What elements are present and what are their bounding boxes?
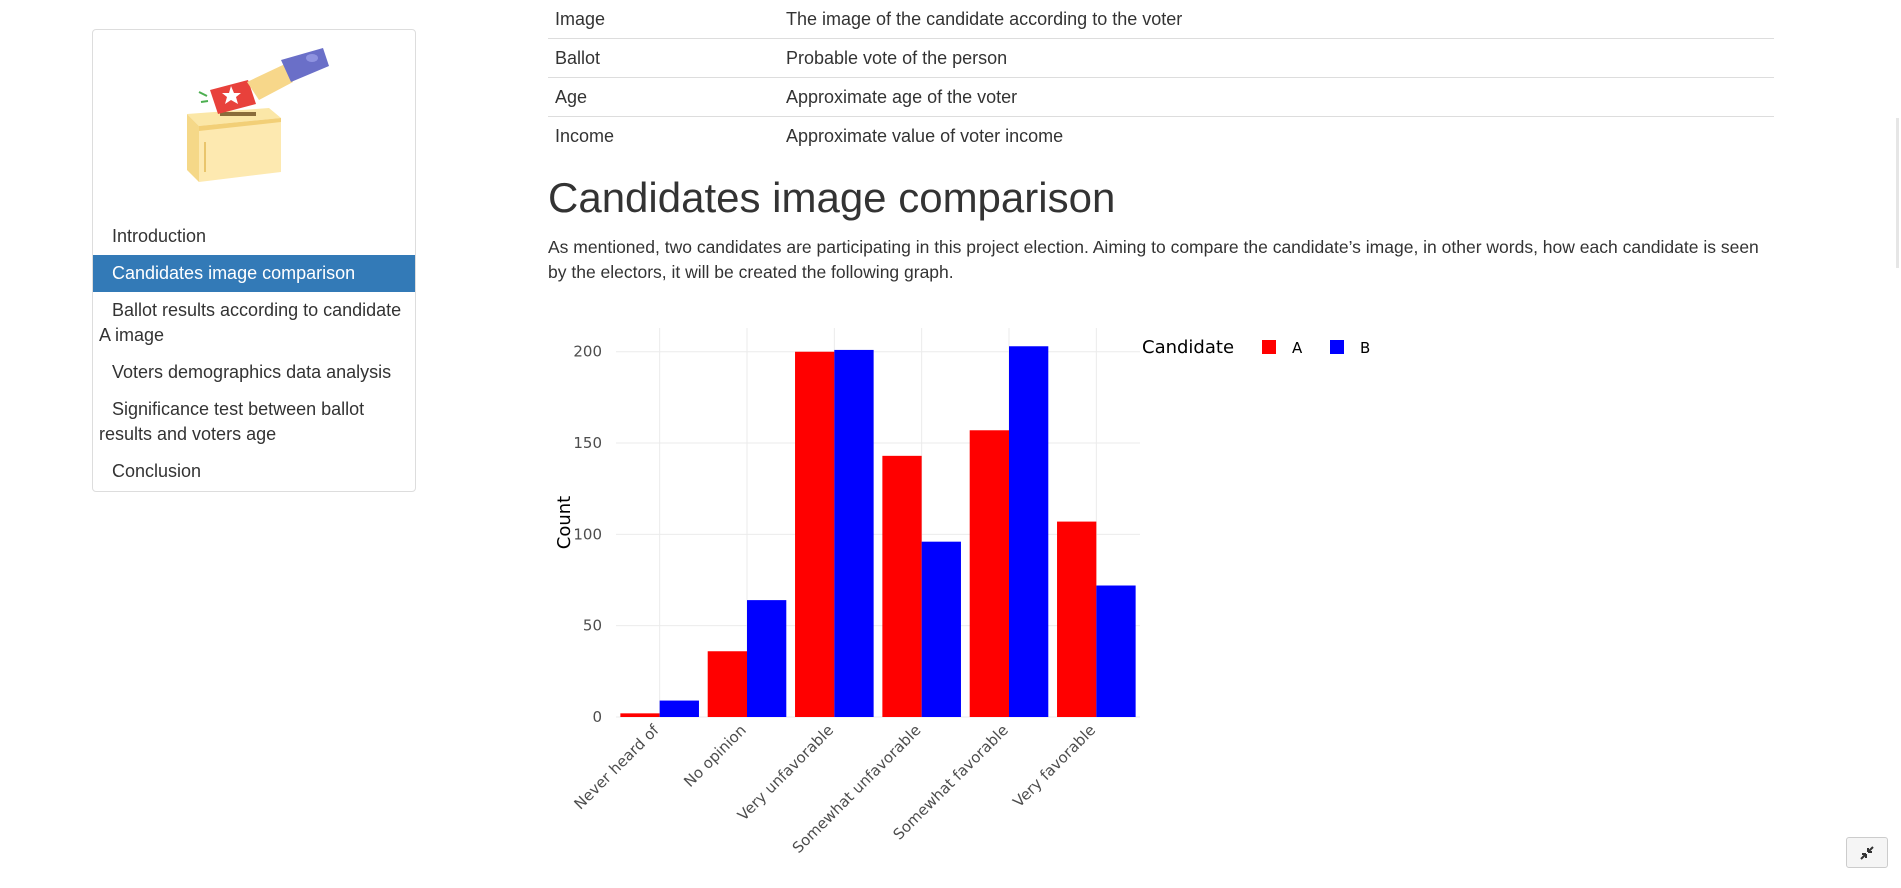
scrollbar-thumb[interactable] (1896, 118, 1899, 268)
toc-item-label: Voters demographics data analysis (112, 362, 392, 382)
toc-item-conclusion[interactable]: Conclusion (93, 453, 415, 490)
bar-a-5 (1057, 521, 1097, 717)
y-tick-label: 200 (573, 343, 602, 361)
variable-name: Age (548, 77, 779, 117)
y-tick-label: 0 (592, 708, 602, 726)
bar-a-1 (707, 651, 747, 717)
fullscreen-toggle-button[interactable] (1846, 837, 1888, 868)
variable-description: Probable vote of the person (779, 38, 1774, 78)
toc-item-label: Conclusion (112, 461, 202, 481)
legend-label: B (1360, 339, 1370, 357)
bar-b-4 (1009, 346, 1049, 717)
bar-a-2 (795, 351, 835, 717)
variable-name: Income (548, 116, 779, 155)
x-tick-label: No opinion (680, 721, 750, 791)
y-tick-label: 150 (573, 434, 602, 452)
toc-item-label: Significance test between ballot results… (99, 399, 365, 444)
variable-description: Approximate age of the voter (779, 77, 1774, 117)
variable-name: Ballot (548, 38, 779, 78)
legend-swatch (1262, 340, 1276, 354)
bar-b-0 (659, 700, 699, 717)
toc-item-significance-test[interactable]: Significance test between ballot results… (93, 391, 415, 453)
section-description: As mentioned, two candidates are partici… (548, 237, 1759, 282)
variables-table: Image The image of the candidate accordi… (548, 0, 1774, 155)
x-tick-label: Very unfavorable (734, 721, 837, 824)
vertical-scrollbar[interactable] (1885, 0, 1901, 888)
table-of-contents: Introduction Candidates image comparison… (92, 29, 416, 492)
bar-b-3 (921, 541, 961, 717)
bar-b-1 (747, 600, 787, 717)
bar-a-0 (620, 713, 660, 717)
toc-item-label: Introduction (112, 226, 207, 246)
variable-description: Approximate value of voter income (779, 116, 1774, 155)
legend-swatch (1330, 340, 1344, 354)
bar-a-4 (969, 430, 1009, 717)
table-row: Ballot Probable vote of the person (548, 38, 1774, 78)
toc-item-label: Ballot results according to candidate A … (99, 300, 402, 345)
x-tick-label: Very favorable (1009, 721, 1099, 811)
table-row: Image The image of the candidate accordi… (548, 0, 1774, 39)
bar-b-2 (834, 349, 874, 717)
ballot-box-illustration (187, 48, 329, 182)
main-content: Image The image of the candidate accordi… (548, 0, 1774, 282)
toc-item-introduction[interactable]: Introduction (93, 218, 415, 255)
variable-name: Image (555, 9, 606, 29)
section-title: Candidates image comparison (548, 174, 1116, 221)
table-row: Income Approximate value of voter income (548, 116, 1774, 155)
y-tick-label: 50 (583, 617, 602, 635)
y-tick-label: 100 (573, 525, 602, 543)
toc-item-voters-demographics[interactable]: Voters demographics data analysis (93, 354, 415, 391)
toc-item-candidates-image-comparison[interactable]: Candidates image comparison (93, 255, 415, 292)
toc-item-ballot-results[interactable]: Ballot results according to candidate A … (93, 292, 415, 354)
bar-b-5 (1096, 585, 1136, 717)
legend-title: Candidate (1142, 337, 1234, 358)
toc-item-label: Candidates image comparison (112, 263, 356, 283)
y-axis-label: Count (554, 496, 575, 549)
variable-description: The image of the candidate according to … (786, 9, 1183, 29)
table-row: Age Approximate age of the voter (548, 77, 1774, 117)
x-tick-label: Never heard of (571, 721, 663, 813)
bar-a-3 (882, 455, 922, 717)
collapse-arrows-icon (1860, 845, 1874, 860)
legend-label: A (1292, 339, 1303, 357)
